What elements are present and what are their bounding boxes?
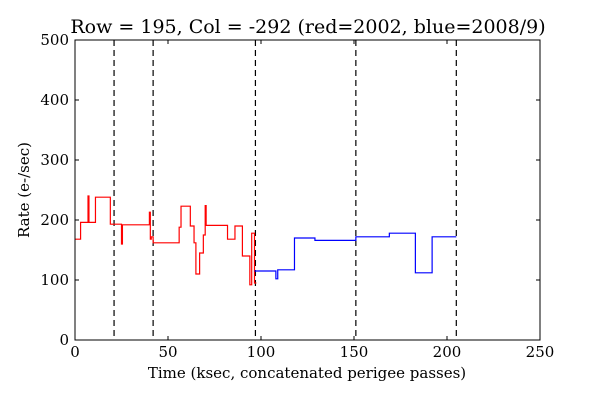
y-tick-label: 300 [40,151,69,169]
x-tick-label: 150 [340,343,369,361]
y-tick-label: 100 [40,271,69,289]
y-tick-label: 0 [59,331,69,349]
chart-title: Row = 195, Col = -292 (red=2002, blue=20… [70,16,545,38]
x-tick-label: 50 [158,343,177,361]
x-axis-label: Time (ksec, concatenated perigee passes) [148,364,466,382]
plot-frame [74,39,541,341]
x-tick-label: 250 [526,343,555,361]
series-line-1 [254,232,457,280]
data-series [75,195,457,286]
y-tick-label: 500 [40,31,69,49]
y-tick-label: 400 [40,91,69,109]
x-tick-label: 0 [70,343,80,361]
x-tick-label: 100 [247,343,276,361]
y-axis-label: Rate (e-/sec) [15,142,33,238]
vertical-dashed-lines [113,40,457,340]
plot-area [75,40,540,340]
x-tick-label: 200 [433,343,462,361]
axis-ticks: 0 50 100 150 200 250 0 100 200 300 400 500 [40,31,554,361]
series-line-0 [75,195,257,286]
y-tick-label: 200 [40,211,69,229]
